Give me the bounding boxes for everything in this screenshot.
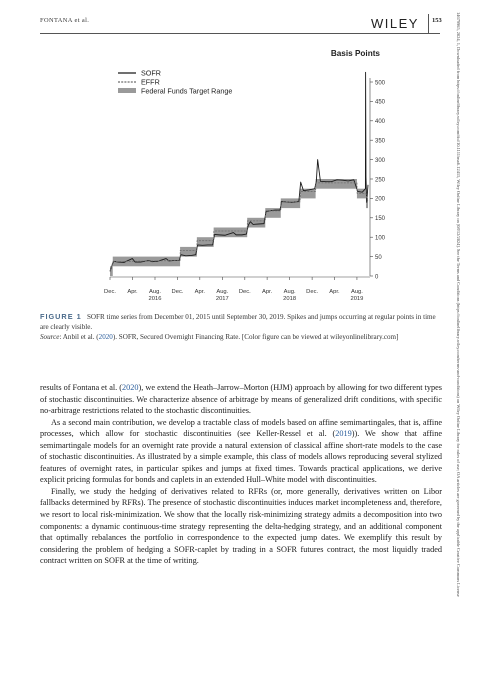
- header-divider: [428, 14, 429, 33]
- figure-caption-text: SOFR time series from December 01, 2015 …: [40, 313, 436, 332]
- figure-source-suffix: ). SOFR, Secured Overnight Financing Rat…: [112, 333, 399, 342]
- side-note-text: 14679965, 2024, 1, Downloaded from https…: [456, 12, 461, 597]
- target-range-band-9: [315, 179, 357, 189]
- x-tick-label-3: Dec.: [172, 289, 184, 295]
- y-axis: 0 50 100 150 200 250 300 350 400 450 500: [369, 78, 386, 280]
- series-line-effr: [109, 182, 369, 272]
- running-head-author: FONTANA et al.: [40, 17, 90, 24]
- series-line-sofr: [109, 71, 369, 272]
- sofr-chart: 0 50 100 150 200 250 300 350 400 450 500 Dec. Apr. A…: [104, 49, 386, 302]
- citation-link-fontana[interactable]: 2020: [122, 383, 139, 392]
- y-tick-label-150: 150: [375, 216, 386, 222]
- plot-area: [109, 71, 369, 276]
- body-text: results of Fontana et al. (2020), we ext…: [40, 382, 442, 567]
- legend-swatch-target-range: [118, 88, 136, 93]
- target-range-band-8: [300, 188, 316, 199]
- paragraph-1: results of Fontana et al. (2020), we ext…: [40, 382, 442, 417]
- y-tick-label-500: 500: [375, 80, 386, 86]
- x-tick-label-11: Aug.: [351, 289, 363, 295]
- target-range-band-5: [247, 217, 266, 228]
- x-tick-label-8: Aug.: [284, 289, 296, 295]
- y-tick-label-100: 100: [375, 236, 386, 242]
- x-tick-label-2: Aug.: [149, 289, 161, 295]
- side-download-note: 14679965, 2024, 1, Downloaded from https…: [451, 12, 462, 688]
- target-range-band-3: [196, 237, 214, 247]
- y-tick-label-400: 400: [375, 119, 386, 125]
- figure-label: FIGURE 1: [40, 312, 82, 321]
- y-tick-label-0: 0: [375, 274, 379, 280]
- x-year-label-2016: 2016: [149, 296, 162, 302]
- figure-caption: FIGURE 1 SOFR time series from December …: [40, 312, 440, 343]
- x-tick-label-6: Dec.: [239, 289, 251, 295]
- y-tick-label-50: 50: [375, 255, 382, 261]
- page-number: 153: [432, 17, 442, 24]
- target-range-band-10: [356, 188, 366, 199]
- y-tick-label-300: 300: [375, 158, 386, 164]
- y-tick-label-200: 200: [375, 197, 386, 203]
- x-tick-label-1: Apr.: [127, 289, 138, 295]
- paragraph-1-text-b: ), we extend the Heath–Jarrow–Morton (HJ…: [40, 383, 442, 416]
- citation-link-anbil[interactable]: 2020: [98, 333, 113, 342]
- paragraph-3: Finally, we study the hedging of derivat…: [40, 486, 442, 566]
- paragraph-2: As a second main contribution, we develo…: [40, 417, 442, 486]
- x-year-label-2017: 2017: [216, 296, 229, 302]
- chart-title: Basis Points: [331, 49, 381, 58]
- legend-label-0: SOFR: [141, 69, 161, 78]
- x-tick-label-4: Apr.: [195, 289, 206, 295]
- x-year-label-2019: 2019: [350, 296, 363, 302]
- paragraph-2-text-b: )). We show that affine semimartingale m…: [40, 429, 442, 485]
- target-range-band-7: [280, 198, 301, 209]
- figure-source-label: Source: [40, 333, 60, 342]
- publisher-logo: WILEY: [371, 16, 419, 31]
- target-range-band-6: [265, 208, 281, 218]
- target-range-band-2: [180, 246, 197, 257]
- paragraph-1-text-a: results of Fontana et al. (: [40, 383, 123, 392]
- x-tick-label-10: Apr.: [329, 289, 340, 295]
- figure-source-prefix: : Anbil et al. (: [59, 333, 99, 342]
- x-tick-label-0: Dec.: [104, 289, 116, 295]
- header-rule: [40, 33, 440, 34]
- target-range-band-4: [213, 227, 248, 238]
- paragraph-2-text-a: As a second main contribution, we develo…: [40, 417, 442, 439]
- x-tick-label-5: Aug.: [216, 289, 228, 295]
- target-range-band-11: [365, 198, 368, 209]
- x-year-label-2018: 2018: [283, 296, 296, 302]
- y-tick-label-450: 450: [375, 100, 386, 106]
- citation-link-keller-ressel[interactable]: 2019: [335, 429, 352, 439]
- x-tick-label-9: Dec.: [306, 289, 318, 295]
- x-tick-label-7: Apr.: [262, 289, 273, 295]
- legend-label-1: EFFR: [141, 78, 160, 87]
- y-tick-label-250: 250: [375, 177, 386, 183]
- y-tick-label-350: 350: [375, 139, 386, 145]
- target-range-band-0: [110, 266, 113, 276]
- legend-label-2: Federal Funds Target Range: [141, 87, 232, 96]
